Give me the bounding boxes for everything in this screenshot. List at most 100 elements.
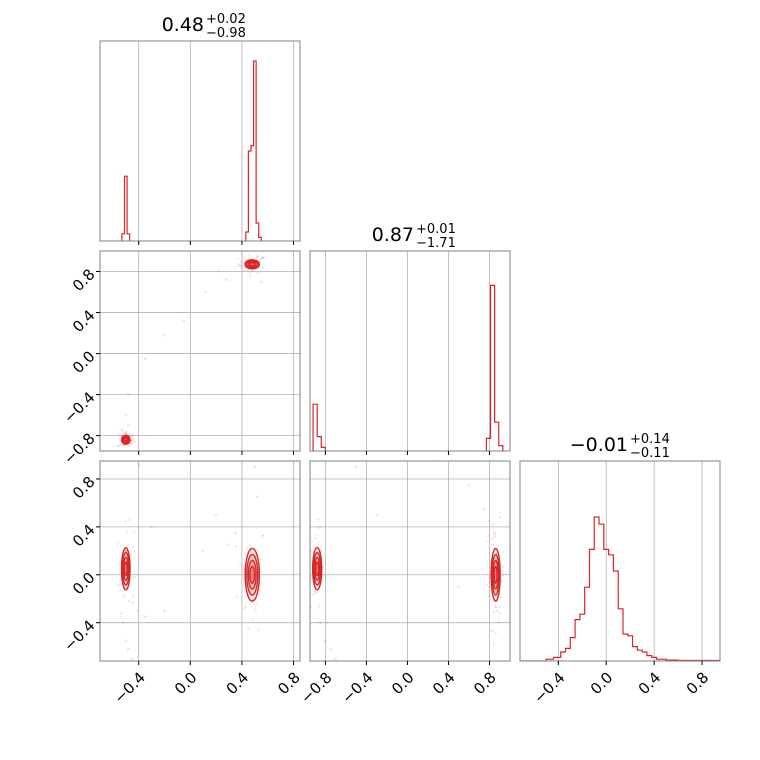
scatter-point (310, 549, 313, 553)
scatter-point (131, 601, 134, 604)
scatter-point (204, 290, 208, 294)
histogram-bin (575, 620, 580, 661)
scatter-point (315, 591, 319, 594)
scatter-point (126, 444, 130, 448)
title-err-minus: −1.71 (416, 236, 456, 251)
title-param-0: 0.48 +0.02 −0.98 (162, 12, 246, 41)
scatter-point (242, 256, 245, 259)
histogram-bin (642, 652, 647, 661)
scatter-point (133, 530, 136, 534)
x-tick-label: 0.8 (683, 669, 713, 699)
scatter-point (256, 254, 259, 258)
scatter-point (492, 642, 496, 646)
scatter-point (501, 565, 505, 568)
histogram-bin (495, 422, 499, 451)
scatter-point (258, 588, 262, 592)
scatter-point (239, 260, 242, 263)
scatter-point (307, 569, 309, 571)
histogram-bin (486, 438, 490, 451)
scatter-point (324, 639, 327, 642)
scatter-point (256, 495, 259, 499)
scatter-point (258, 593, 261, 596)
histogram-bin (580, 614, 585, 661)
scatter-point (256, 548, 259, 552)
histogram-bin (618, 609, 623, 661)
scatter-point (123, 595, 127, 598)
scatter-point (236, 263, 240, 266)
scatter-point (130, 442, 133, 445)
scatter-point (117, 437, 120, 440)
scatter-point (121, 621, 125, 624)
scatter-point (127, 647, 130, 651)
histogram-panel-2 (519, 460, 721, 665)
histogram-step-line (312, 284, 504, 451)
scatter-point (238, 263, 242, 267)
scatter-point (120, 443, 123, 447)
scatter-point (130, 434, 134, 437)
scatter-point (243, 552, 247, 555)
scatter-point (314, 536, 317, 540)
scatter-point (258, 259, 262, 262)
x-tick-label: 0.4 (223, 669, 253, 699)
scatter-point (490, 537, 493, 540)
scatter-point (457, 585, 461, 589)
histogram-bin (570, 638, 575, 661)
scatter-point (120, 612, 123, 615)
scatter-point (320, 545, 323, 548)
scatter-point (245, 546, 249, 550)
title-err-minus: −0.98 (206, 26, 246, 41)
scatter-point (252, 557, 255, 560)
scatter-point (242, 269, 245, 272)
histogram-bin (317, 437, 321, 451)
scatter-point (491, 629, 495, 633)
scatter-point (306, 569, 308, 571)
scatter-point (131, 546, 135, 549)
histogram-bin (589, 549, 594, 661)
histogram-bin (499, 446, 503, 451)
scatter-point (124, 519, 127, 523)
scatter-point (133, 441, 137, 444)
scatter-point (261, 534, 265, 538)
title-value: 0.48 (162, 14, 204, 36)
scatter-point (334, 657, 337, 660)
scatter-point (242, 264, 245, 267)
scatter-point (485, 583, 488, 587)
histogram-bin (623, 634, 628, 661)
y-tick-label: −0.4 (60, 616, 98, 654)
scatter-point (501, 569, 505, 573)
scatter-point (124, 413, 128, 417)
scatter-point (326, 621, 329, 624)
scatter-point (310, 605, 313, 609)
scatter-point (243, 607, 246, 610)
scatter-point (502, 551, 505, 554)
scatter-point (259, 558, 262, 561)
y-tick-label: 0.0 (69, 347, 99, 377)
histogram-bin (594, 517, 599, 661)
scatter-point (115, 582, 119, 586)
histogram-bin (633, 647, 638, 661)
scatter-point (117, 444, 121, 448)
scatter-point (261, 256, 265, 259)
scatter-point (498, 612, 502, 615)
scatter-point (492, 528, 495, 531)
scatter-point (136, 609, 139, 612)
x-tick-label: 0.0 (587, 669, 617, 699)
scatter-point (375, 513, 378, 517)
scatter-point (256, 602, 259, 605)
scatter-point (130, 438, 134, 442)
scatter-point (236, 257, 239, 260)
scatter-point (119, 428, 122, 432)
x-tick-label: 0.4 (635, 669, 665, 699)
scatter-point (487, 585, 491, 589)
histogram-bin (604, 549, 609, 661)
scatter-point (498, 515, 502, 519)
panel-border (99, 460, 301, 662)
scatter-point (127, 543, 130, 547)
histogram-bin (561, 652, 566, 661)
scatter-point (493, 603, 497, 607)
scatter-point (127, 424, 130, 427)
scatter-point (313, 591, 317, 594)
scatter-point (248, 274, 252, 278)
scatter-point (128, 444, 131, 447)
